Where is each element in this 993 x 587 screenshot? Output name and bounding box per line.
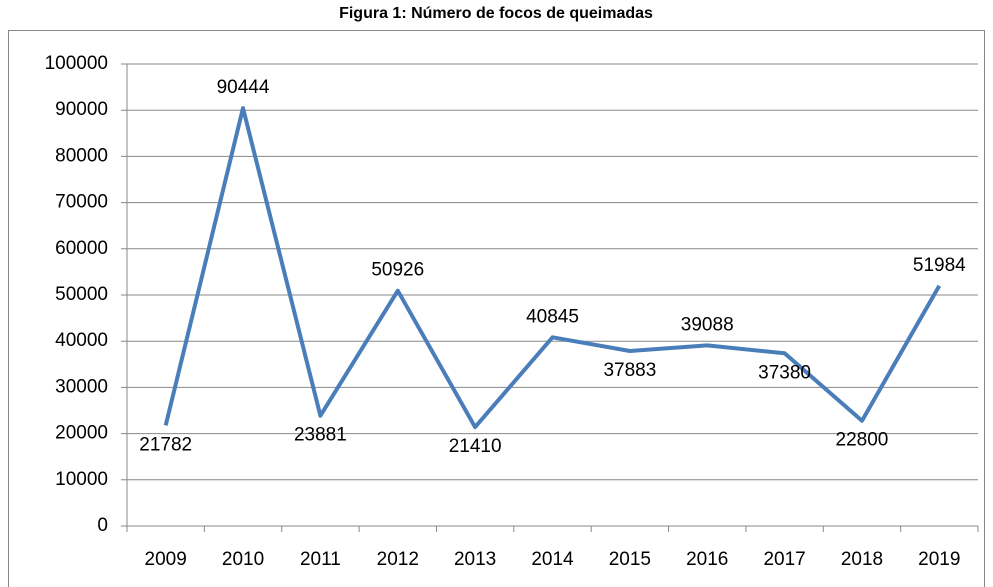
x-tick-label: 2012 [377, 549, 419, 570]
y-tick-label: 20000 [55, 423, 108, 444]
y-tick-label: 70000 [55, 192, 108, 213]
data-label: 50926 [371, 260, 424, 281]
data-label: 23881 [294, 425, 347, 446]
y-tick-label: 80000 [55, 145, 108, 166]
x-tick-label: 2011 [300, 549, 341, 570]
chart-title: Figura 1: Número de focos de queimadas [339, 5, 653, 22]
x-tick-label: 2017 [763, 549, 805, 570]
data-label: 39088 [681, 314, 734, 335]
y-tick-label: 50000 [55, 284, 108, 305]
data-label: 22800 [836, 430, 889, 451]
y-tick-label: 10000 [55, 469, 108, 490]
x-tick-label: 2019 [918, 549, 960, 570]
data-line [163, 106, 942, 430]
data-label: 21782 [139, 434, 192, 455]
y-tick-label: 90000 [55, 99, 108, 120]
y-tick-label: 0 [97, 515, 108, 536]
x-tick-label: 2009 [145, 549, 187, 570]
x-tick-label: 2010 [222, 549, 264, 570]
y-tick-label: 100000 [45, 53, 108, 74]
data-label: 21410 [449, 436, 502, 457]
chart-border [8, 30, 985, 587]
data-label: 37883 [603, 360, 656, 381]
x-tick-label: 2015 [609, 549, 651, 570]
x-tick-label: 2018 [841, 549, 883, 570]
x-tick-label: 2016 [686, 549, 728, 570]
data-label: 40845 [526, 306, 579, 327]
data-label: 90444 [217, 77, 270, 98]
data-label: 51984 [913, 255, 966, 276]
y-tick-label: 60000 [55, 238, 108, 259]
x-tick-label: 2014 [531, 549, 574, 570]
x-tick-label: 2013 [454, 549, 496, 570]
y-tick-label: 40000 [55, 330, 108, 351]
y-tick-label: 30000 [55, 376, 108, 397]
data-label: 37380 [758, 362, 811, 383]
